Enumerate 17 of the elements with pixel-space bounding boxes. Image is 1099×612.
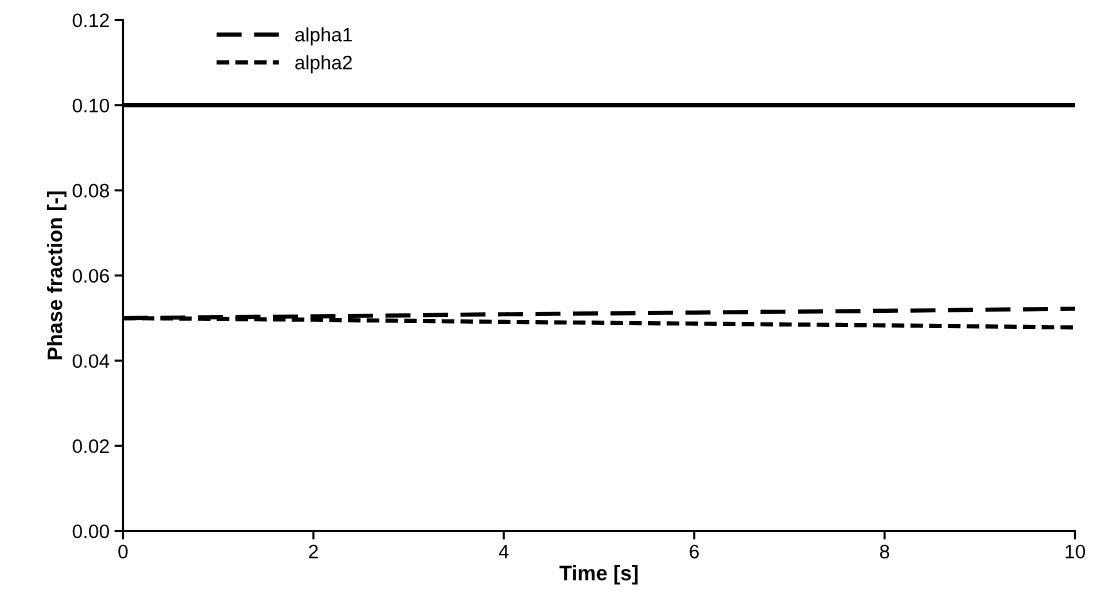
y-axis-title: Phase fraction [-] (46, 191, 67, 360)
y-tick-label: 0.10 (72, 98, 110, 113)
x-tick-label: 10 (1065, 544, 1086, 559)
legend-label: alpha1 (295, 27, 352, 46)
y-tick-label: 0.12 (72, 13, 109, 28)
y-tick-label: 0.08 (72, 183, 109, 198)
y-tick-label: 0.00 (72, 524, 110, 539)
y-tick-label: 0.06 (72, 268, 109, 283)
x-axis-title: Time [s] (559, 565, 638, 585)
y-tick-label: 0.04 (72, 354, 110, 368)
x-tick-label: 8 (880, 544, 890, 559)
x-tick-label: 6 (689, 544, 699, 559)
x-tick-label: 2 (308, 544, 318, 559)
x-tick-label: 0 (118, 544, 128, 559)
y-tick-label: 0.02 (72, 439, 109, 454)
legend-label: alpha2 (295, 55, 352, 74)
x-tick-label: 4 (498, 544, 509, 559)
